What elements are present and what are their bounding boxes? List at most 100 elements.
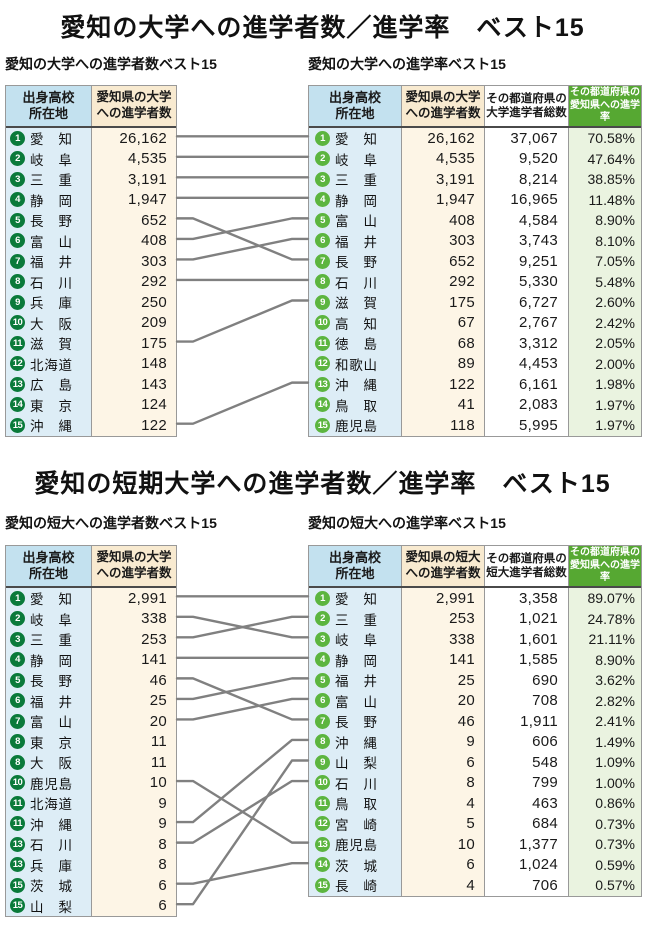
prefecture-name: 富山 — [30, 715, 72, 731]
prefecture-cell: 13 石川 — [6, 834, 91, 855]
table-row: 14 東京 124 — [6, 394, 176, 416]
prefecture-name: 鳥取 — [335, 797, 377, 813]
table-row: 13 広島 143 — [6, 374, 176, 395]
rank-badge: 13 — [10, 836, 25, 852]
count-cell: 148 — [91, 353, 176, 375]
prefecture-cell: 4 静岡 — [6, 649, 91, 671]
header-total: その都道府県の 大学進学者総数 — [484, 86, 568, 126]
rank-badge: 9 — [10, 294, 25, 310]
total-cell: 3,312 — [484, 333, 568, 354]
prefecture-cell: 12 北海道 — [6, 353, 91, 375]
rank-badge: 3 — [315, 171, 330, 187]
prefecture-cell: 14 東京 — [6, 394, 91, 416]
table-row: 15 山梨 6 — [6, 895, 176, 917]
prefecture-cell: 9 兵庫 — [6, 292, 91, 313]
count-cell: 143 — [91, 374, 176, 395]
table-row: 1 愛知 26,162 37,067 70.58% — [309, 128, 641, 149]
rate-cell: 8.10% — [568, 230, 641, 252]
count-cell: 4 — [401, 793, 484, 814]
table-row: 8 石川 292 — [6, 271, 176, 293]
table-body: 1 愛知 2,991 2 岐阜 338 3 三重 — [6, 588, 176, 917]
prefecture-name: 三重 — [30, 633, 72, 649]
table-row: 2 岐阜 338 — [6, 608, 176, 630]
count-cell: 4 — [401, 875, 484, 896]
table-row: 13 沖縄 122 6,161 1.98% — [309, 374, 641, 395]
total-cell: 1,911 — [484, 711, 568, 732]
table-row: 13 兵庫 8 — [6, 854, 176, 876]
prefecture-name: 北海道 — [30, 797, 72, 813]
table-row: 2 三重 253 1,021 24.78% — [309, 608, 641, 630]
prefecture-name: 大阪 — [30, 316, 72, 332]
count-cell: 10 — [401, 834, 484, 855]
section-title-junior-college: 愛知の短期大学への進学者数／進学率 ベスト15 — [34, 470, 611, 498]
count-cell: 9 — [401, 731, 484, 753]
count-cell: 3,191 — [401, 169, 484, 190]
count-cell: 10 — [91, 772, 176, 794]
rank-badge: 6 — [10, 693, 25, 709]
jc-count-table: 出身高校 所在地 愛知県の大学 への進学者数 1 愛知 2,991 2 岐阜 — [5, 545, 177, 918]
prefecture-name: 福井 — [30, 694, 72, 710]
count-cell: 141 — [91, 649, 176, 671]
prefecture-name: 兵庫 — [30, 296, 72, 312]
rate-cell: 1.00% — [568, 772, 641, 794]
count-cell: 25 — [401, 670, 484, 691]
prefecture-name: 岐阜 — [30, 612, 72, 628]
rank-badge: 9 — [315, 754, 330, 770]
count-cell: 6 — [91, 895, 176, 917]
table-row: 5 長野 46 — [6, 670, 176, 691]
rank-badge: 11 — [10, 795, 25, 811]
rank-badge: 11 — [10, 816, 25, 832]
prefecture-name: 岐阜 — [335, 152, 377, 168]
rate-cell: 2.42% — [568, 312, 641, 334]
count-cell: 6 — [401, 854, 484, 876]
total-cell: 37,067 — [484, 128, 568, 149]
count-cell: 6 — [401, 752, 484, 773]
header-count: 愛知県の大学 への進学者数 — [91, 546, 176, 586]
prefecture-cell: 2 岐阜 — [6, 608, 91, 630]
count-cell: 46 — [91, 670, 176, 691]
subtitle-jc-count: 愛知の短大への進学者数ベスト15 — [5, 515, 217, 531]
prefecture-cell: 2 三重 — [309, 608, 401, 630]
table-row: 7 長野 46 1,911 2.41% — [309, 711, 641, 732]
prefecture-cell: 11 滋賀 — [6, 333, 91, 354]
table-row: 14 茨城 6 1,024 0.59% — [309, 854, 641, 876]
rank-badge: 6 — [315, 233, 330, 249]
rate-cell: 0.73% — [568, 813, 641, 835]
prefecture-name: 福井 — [30, 255, 72, 271]
prefecture-name: 長野 — [335, 255, 377, 271]
prefecture-name: 大阪 — [30, 756, 72, 772]
header-count: 愛知県の大学 への進学者数 — [401, 86, 484, 126]
rate-cell: 0.86% — [568, 793, 641, 814]
count-cell: 118 — [401, 415, 484, 436]
table-body: 1 愛知 2,991 3,358 89.07% 2 三重 253 1,021 2… — [309, 588, 641, 896]
prefecture-cell: 11 鳥取 — [309, 793, 401, 814]
count-cell: 8 — [91, 834, 176, 855]
rank-badge: 13 — [10, 857, 25, 873]
prefecture-name: 宮崎 — [335, 817, 377, 833]
rate-cell: 8.90% — [568, 649, 641, 671]
prefecture-cell: 1 愛知 — [309, 588, 401, 609]
table-row: 6 福井 303 3,743 8.10% — [309, 230, 641, 252]
total-cell: 6,161 — [484, 374, 568, 395]
rank-badge: 10 — [315, 775, 330, 791]
total-cell: 3,743 — [484, 230, 568, 252]
total-cell: 690 — [484, 670, 568, 691]
prefecture-name: 石川 — [335, 776, 377, 792]
count-cell: 4,535 — [91, 148, 176, 170]
prefecture-name: 石川 — [30, 838, 72, 854]
total-cell: 799 — [484, 772, 568, 794]
prefecture-cell: 6 富山 — [309, 690, 401, 712]
count-cell: 1,947 — [401, 189, 484, 211]
count-cell: 250 — [91, 292, 176, 313]
rank-badge: 3 — [10, 171, 25, 187]
prefecture-name: 山梨 — [30, 899, 72, 915]
prefecture-cell: 4 静岡 — [309, 649, 401, 671]
total-cell: 8,214 — [484, 169, 568, 190]
prefecture-name: 富山 — [335, 214, 377, 230]
table-row: 12 宮崎 5 684 0.73% — [309, 813, 641, 835]
prefecture-name: 鹿児島 — [335, 838, 377, 854]
rate-cell: 1.09% — [568, 752, 641, 773]
prefecture-name: 高知 — [335, 316, 377, 332]
header-rate: その都道府県の 愛知県への進学率 — [568, 546, 641, 586]
prefecture-name: 茨城 — [30, 879, 72, 895]
